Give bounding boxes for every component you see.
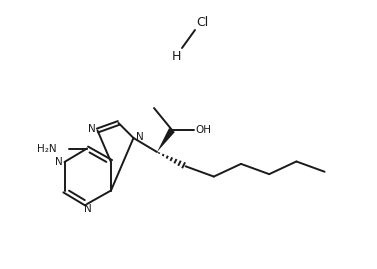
Text: N: N: [87, 125, 95, 134]
Text: N: N: [136, 132, 143, 142]
Text: N: N: [55, 157, 62, 167]
Text: OH: OH: [195, 125, 211, 135]
Text: N: N: [84, 204, 92, 214]
Text: Cl: Cl: [196, 16, 208, 29]
Text: H: H: [172, 50, 181, 63]
Polygon shape: [157, 128, 175, 152]
Text: H₂N: H₂N: [37, 143, 57, 154]
